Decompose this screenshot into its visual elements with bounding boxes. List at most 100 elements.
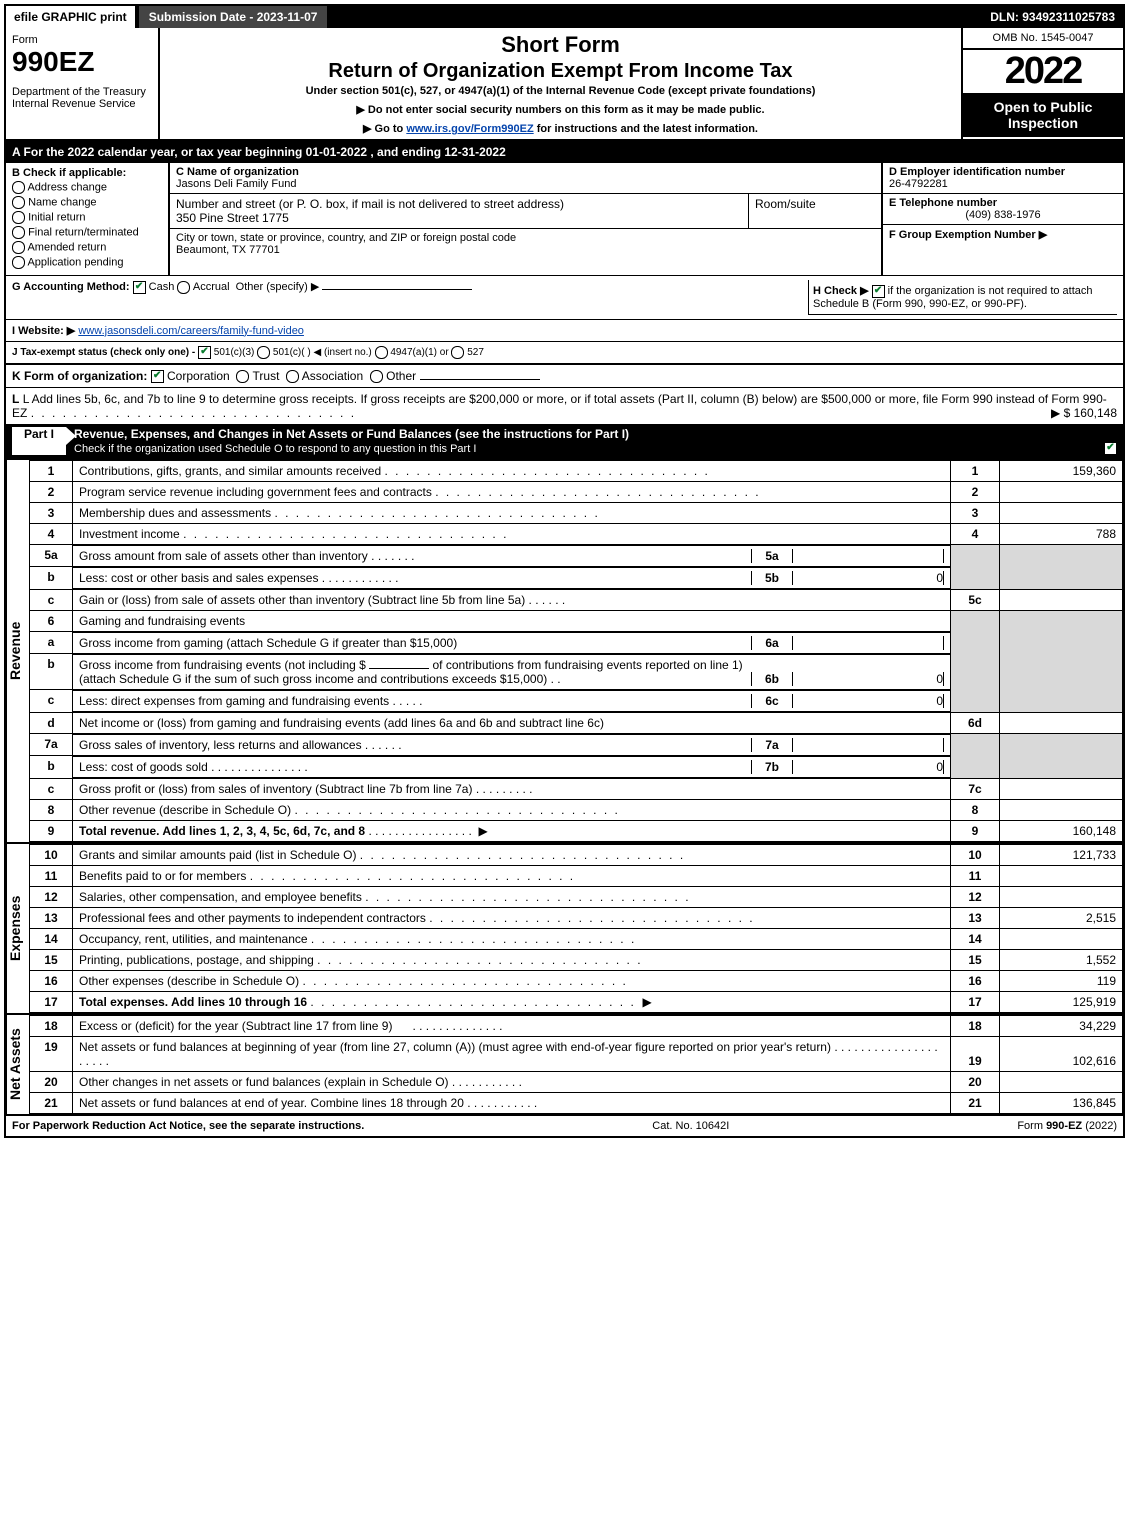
cb-accrual[interactable]: [177, 281, 190, 294]
cb-j2[interactable]: [257, 346, 270, 359]
cb-addr-change[interactable]: Address change: [12, 181, 162, 194]
irs-link[interactable]: www.irs.gov/Form990EZ: [406, 123, 533, 135]
line-19: 19Net assets or fund balances at beginni…: [30, 1036, 1123, 1071]
grp-label: F Group Exemption Number ▶: [889, 229, 1047, 241]
dln: DLN: 93492311025783: [982, 6, 1123, 28]
i-row: I Website: ▶ www.jasonsdeli.com/careers/…: [6, 319, 1123, 341]
i-label: I Website: ▶: [12, 325, 75, 337]
line-5c: cGain or (loss) from sale of assets othe…: [30, 589, 1123, 610]
cb-k4[interactable]: [370, 370, 383, 383]
addr-label: Number and street (or P. O. box, if mail…: [176, 197, 564, 211]
expenses-vlabel: Expenses: [6, 844, 29, 1013]
cb-h[interactable]: ✔: [872, 285, 885, 298]
line-1: 1Contributions, gifts, grants, and simil…: [30, 460, 1123, 481]
cb-amend-label: Amended return: [27, 241, 106, 253]
k1: Corporation: [167, 369, 230, 383]
row-a-text: A For the 2022 calendar year, or tax yea…: [12, 145, 506, 159]
cb-cash[interactable]: ✔: [133, 281, 146, 294]
cb-final[interactable]: Final return/terminated: [12, 226, 162, 239]
line-15: 15Printing, publications, postage, and s…: [30, 949, 1123, 970]
line-6: 6Gaming and fundraising events: [30, 610, 1123, 631]
k-row: K Form of organization: ✔ Corporation Tr…: [6, 363, 1123, 387]
footer-right-post: (2022): [1082, 1120, 1117, 1132]
form-header: Form 990EZ Department of the Treasury In…: [6, 28, 1123, 141]
j-row: J Tax-exempt status (check only one) - ✔…: [6, 341, 1123, 363]
revenue-section: Revenue 1Contributions, gifts, grants, a…: [6, 458, 1123, 842]
cb-application[interactable]: Application pending: [12, 256, 162, 269]
hdr-right: OMB No. 1545-0047 2022 Open to Public In…: [961, 28, 1123, 139]
cb-final-label: Final return/terminated: [28, 226, 139, 238]
expenses-table: 10Grants and similar amounts paid (list …: [29, 844, 1123, 1013]
j2n: ◀ (insert no.): [313, 347, 371, 358]
cb-addr-label: Address change: [27, 181, 107, 193]
addr-row: Number and street (or P. O. box, if mail…: [170, 194, 881, 229]
line-12: 12Salaries, other compensation, and empl…: [30, 886, 1123, 907]
dept: Department of the Treasury Internal Reve…: [12, 86, 152, 110]
l11-text: Benefits paid to or for members: [79, 869, 246, 883]
line-5a: 5aGross amount from sale of assets other…: [30, 544, 1123, 567]
line-10: 10Grants and similar amounts paid (list …: [30, 844, 1123, 865]
l14-text: Occupancy, rent, utilities, and maintena…: [79, 932, 308, 946]
instr-1: ▶ Do not enter social security numbers o…: [168, 103, 953, 116]
expenses-section: Expenses 10Grants and similar amounts pa…: [6, 842, 1123, 1013]
l20-text: Other changes in net assets or fund bala…: [79, 1075, 449, 1089]
colb-title: B Check if applicable:: [12, 167, 126, 179]
org-name: Jasons Deli Family Fund: [176, 178, 296, 190]
instr2-pre: ▶ Go to: [363, 123, 406, 135]
ein-value: 26-4792281: [889, 178, 948, 190]
footer-mid: Cat. No. 10642I: [652, 1120, 729, 1132]
k3: Association: [302, 369, 363, 383]
l19-text: Net assets or fund balances at beginning…: [79, 1040, 831, 1054]
info-grid: B Check if applicable: Address change Na…: [6, 163, 1123, 275]
revenue-table: 1Contributions, gifts, grants, and simil…: [29, 460, 1123, 842]
cb-j4[interactable]: [451, 346, 464, 359]
l6d-text: Net income or (loss) from gaming and fun…: [73, 712, 951, 733]
k2: Trust: [253, 369, 280, 383]
line-2: 2Program service revenue including gover…: [30, 481, 1123, 502]
l7a-text: Gross sales of inventory, less returns a…: [79, 738, 362, 752]
instr2-post: for instructions and the latest informat…: [534, 123, 758, 135]
hdr-mid: Short Form Return of Organization Exempt…: [160, 28, 961, 139]
line-7a: 7aGross sales of inventory, less returns…: [30, 733, 1123, 756]
tel-label: E Telephone number: [889, 197, 997, 209]
j-label: J Tax-exempt status (check only one) -: [12, 347, 195, 358]
revenue-vlabel: Revenue: [6, 460, 29, 842]
form-word: Form: [12, 34, 152, 46]
l8-text: Other revenue (describe in Schedule O): [79, 803, 291, 817]
cb-j1[interactable]: ✔: [198, 346, 211, 359]
line-20: 20Other changes in net assets or fund ba…: [30, 1071, 1123, 1092]
l5a-text: Gross amount from sale of assets other t…: [79, 549, 368, 563]
cb-part1[interactable]: ✔: [1104, 442, 1117, 455]
j1: 501(c)(3): [214, 347, 255, 358]
meta-gh: G Accounting Method: ✔ Cash Accrual Othe…: [6, 275, 1123, 319]
l3-text: Membership dues and assessments: [79, 506, 271, 520]
form-container: efile GRAPHIC print Submission Date - 20…: [4, 4, 1125, 1138]
top-bar: efile GRAPHIC print Submission Date - 20…: [6, 6, 1123, 28]
line-16: 16Other expenses (describe in Schedule O…: [30, 970, 1123, 991]
col-c: C Name of organization Jasons Deli Famil…: [170, 163, 881, 275]
l10-text: Grants and similar amounts paid (list in…: [79, 848, 356, 862]
cb-initial[interactable]: Initial return: [12, 211, 162, 224]
l21-text: Net assets or fund balances at end of ye…: [79, 1096, 464, 1110]
line-9: 9Total revenue. Add lines 1, 2, 3, 4, 5c…: [30, 820, 1123, 841]
cb-name-change[interactable]: Name change: [12, 196, 162, 209]
j3: 4947(a)(1) or: [390, 347, 448, 358]
l7c-text: Gross profit or (loss) from sales of inv…: [79, 782, 472, 796]
cb-j3[interactable]: [375, 346, 388, 359]
city-cell: City or town, state or province, country…: [170, 229, 881, 259]
cb-k3[interactable]: [286, 370, 299, 383]
line-17: 17Total expenses. Add lines 10 through 1…: [30, 991, 1123, 1012]
city-label: City or town, state or province, country…: [176, 232, 516, 244]
cb-amended[interactable]: Amended return: [12, 241, 162, 254]
subtitle: Under section 501(c), 527, or 4947(a)(1)…: [168, 85, 953, 97]
website-link[interactable]: www.jasonsdeli.com/careers/family-fund-v…: [78, 325, 304, 337]
line-3: 3Membership dues and assessments 3: [30, 502, 1123, 523]
submission-date: Submission Date - 2023-11-07: [139, 6, 328, 28]
col-b: B Check if applicable: Address change Na…: [6, 163, 170, 275]
line-13: 13Professional fees and other payments t…: [30, 907, 1123, 928]
form-number: 990EZ: [12, 46, 152, 78]
cb-k2[interactable]: [236, 370, 249, 383]
footer-right-b: 990-EZ: [1046, 1120, 1082, 1132]
cb-k1[interactable]: ✔: [151, 370, 164, 383]
efile-label: efile GRAPHIC print: [6, 6, 135, 28]
